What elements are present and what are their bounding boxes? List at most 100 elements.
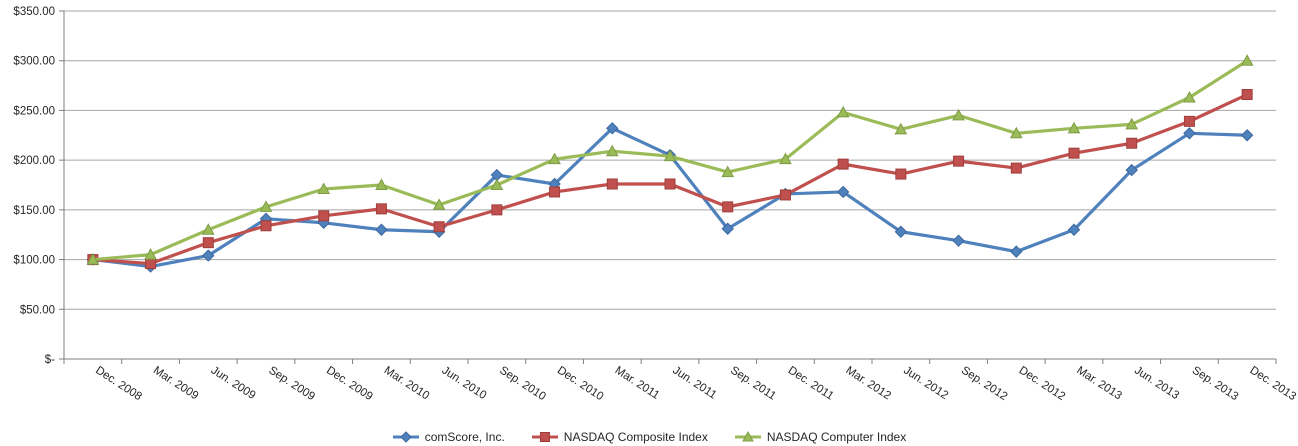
square-data-marker <box>145 258 157 270</box>
diamond-data-marker <box>952 234 965 247</box>
triangle-data-marker <box>490 178 504 190</box>
legend-triangle-marker-icon <box>734 431 761 442</box>
x-axis-label: Dec. 2010 <box>555 364 606 403</box>
diamond-data-marker <box>1183 127 1196 140</box>
series-nasdaq-computer-index <box>86 54 1254 265</box>
legend-square-marker-icon <box>531 432 558 442</box>
triangle-data-marker <box>548 152 561 165</box>
square-data-marker <box>202 237 214 249</box>
triangle-data-marker <box>259 200 273 212</box>
triangle-data-marker <box>1125 117 1139 130</box>
y-axis-label: $350.00 <box>13 6 55 18</box>
square-data-marker <box>606 178 618 190</box>
x-axis-label: Sep. 2013 <box>1190 364 1241 403</box>
legend-label-nasdaq-computer: NASDAQ Computer Index <box>766 430 907 444</box>
triangle-data-marker <box>1009 126 1023 139</box>
legend-item-nasdaq-computer: NASDAQ Computer Index <box>734 430 906 444</box>
diamond-data-marker <box>836 185 850 199</box>
x-axis-label: Jun. 2013 <box>1132 364 1181 402</box>
square-data-marker <box>491 204 503 216</box>
x-axis-label: Dec. 2008 <box>93 364 144 403</box>
triangle-data-marker <box>1240 54 1254 66</box>
triangle-data-marker <box>741 431 754 442</box>
legend-item-nasdaq-composite: NASDAQ Composite Index <box>531 430 708 444</box>
x-axis-label: Sep. 2011 <box>728 364 778 402</box>
diamond-data-marker <box>1067 223 1081 236</box>
square-data-marker <box>549 186 561 198</box>
x-axis-label: Dec. 2011 <box>786 364 836 402</box>
triangle-data-marker <box>836 105 850 118</box>
square-data-marker <box>260 220 272 232</box>
diamond-data-marker <box>1125 163 1138 177</box>
square-data-marker <box>1068 147 1080 159</box>
x-axis-label: Jun. 2010 <box>440 364 489 402</box>
triangle-data-marker <box>317 182 331 194</box>
series-nasdaq-composite-index <box>87 89 1253 270</box>
x-axis-label: Dec. 2009 <box>324 364 375 403</box>
x-axis-label: Jun. 2012 <box>901 364 950 402</box>
legend-item-comscore: comScore, Inc. <box>392 430 505 444</box>
triangle-data-marker <box>86 253 100 265</box>
triangle-data-marker <box>201 223 215 235</box>
triangle-data-marker <box>1067 121 1081 134</box>
square-data-marker <box>318 210 330 222</box>
y-axis-label: $- <box>45 354 55 366</box>
diamond-data-marker <box>721 222 734 235</box>
square-data-marker <box>1183 115 1195 127</box>
x-axis-label: Mar. 2010 <box>382 364 431 402</box>
square-data-marker <box>1126 137 1138 149</box>
triangle-data-marker <box>144 248 157 260</box>
x-axis-label: Sep. 2012 <box>959 364 1010 403</box>
triangle-data-marker <box>375 178 388 190</box>
square-data-marker <box>664 178 676 190</box>
x-axis-label: Sep. 2009 <box>266 364 317 403</box>
y-axis-label: $50.00 <box>20 304 55 316</box>
triangle-data-marker <box>605 144 619 157</box>
diamond-data-marker <box>606 122 619 135</box>
series-comscore-inc- <box>86 122 1254 273</box>
square-data-marker <box>722 201 734 213</box>
diamond-data-marker <box>894 225 908 238</box>
y-axis-label: $300.00 <box>13 56 55 68</box>
triangle-data-marker <box>721 165 735 178</box>
chart-legend: comScore, Inc. NASDAQ Composite Index NA… <box>0 430 1298 444</box>
square-data-marker <box>895 168 907 180</box>
square-data-marker <box>1241 89 1253 101</box>
y-axis-label: $100.00 <box>13 255 55 267</box>
legend-label-comscore: comScore, Inc. <box>424 430 505 444</box>
square-data-marker <box>1010 162 1022 174</box>
y-axis-label: $250.00 <box>13 105 55 117</box>
diamond-data-marker <box>202 249 215 262</box>
legend-diamond-marker-icon <box>392 431 419 443</box>
x-axis-label: Mar. 2013 <box>1074 364 1123 402</box>
square-data-marker <box>375 203 387 215</box>
triangle-data-marker <box>432 198 446 210</box>
square-data-marker <box>837 158 849 170</box>
triangle-data-marker <box>952 108 965 121</box>
triangle-data-marker <box>663 149 677 162</box>
x-axis-label: Mar. 2011 <box>613 364 662 401</box>
diamond-data-marker <box>400 431 412 443</box>
x-axis-label: Mar. 2009 <box>151 364 200 402</box>
plot-area: $- $50.00 $100.00 $150.00 $200.00 $250.00 $300… <box>13 6 1298 403</box>
square-data-marker <box>953 155 965 167</box>
y-axis-label: $150.00 <box>13 205 55 217</box>
diamond-data-marker <box>1010 245 1023 258</box>
triangle-data-marker <box>779 152 792 165</box>
x-axis-label: Sep. 2010 <box>497 364 548 403</box>
diamond-data-marker <box>375 223 388 236</box>
diamond-data-marker <box>1240 129 1254 142</box>
square-data-marker <box>779 189 791 201</box>
x-axis-label: Dec. 2012 <box>1017 364 1068 403</box>
triangle-data-marker <box>1183 90 1196 103</box>
square-data-marker <box>433 221 445 233</box>
legend-label-nasdaq-composite: NASDAQ Composite Index <box>563 430 708 444</box>
x-axis-label: Jun. 2011 <box>670 364 718 401</box>
x-axis-label: Dec. 2013 <box>1248 364 1298 403</box>
y-axis-label: $200.00 <box>13 155 55 167</box>
x-axis-label: Mar. 2012 <box>844 364 893 402</box>
triangle-data-marker <box>894 122 908 135</box>
square-data-marker <box>539 432 550 442</box>
x-axis-label: Jun. 2009 <box>209 364 258 402</box>
